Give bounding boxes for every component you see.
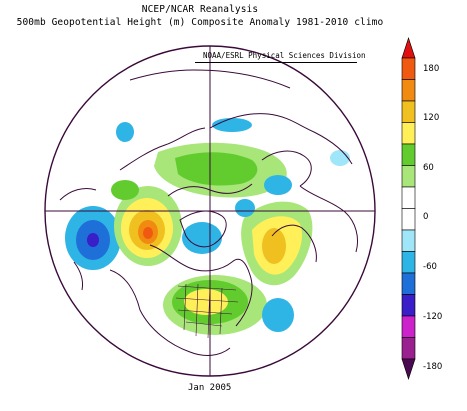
neg-anomaly-region <box>182 222 222 254</box>
pos-anomaly-region <box>111 180 139 200</box>
neg-anomaly-region <box>235 199 255 217</box>
colorbar-bin <box>401 208 416 231</box>
date-label: Jan 2005 <box>188 383 232 393</box>
title-line-2: 500mb Geopotential Height (m) Composite … <box>16 17 384 28</box>
neg-anomaly-region <box>212 118 252 132</box>
colorbar-bottom-cap <box>401 358 416 380</box>
colorbar-tick-label: -120 <box>423 312 443 322</box>
colorbar-bin <box>401 122 416 145</box>
credit-underline <box>195 62 357 63</box>
colorbar-bin <box>401 143 416 166</box>
map-boundary <box>44 45 376 377</box>
title-line-1: NCEP/NCAR Reanalysis <box>141 4 259 15</box>
colorbar-bin <box>401 251 416 274</box>
coastline <box>299 185 359 253</box>
colorbar-bin <box>401 272 416 295</box>
colorbar-bin <box>401 337 416 360</box>
coastline <box>261 150 312 187</box>
neg-anomaly-center <box>87 233 99 247</box>
coastline <box>209 113 353 165</box>
colorbar-bin <box>401 165 416 188</box>
colorbar-bin <box>401 229 416 252</box>
colorbar-bin <box>401 79 416 102</box>
coastlines <box>59 69 359 356</box>
pos-anomaly-band <box>175 152 258 186</box>
colorbar-tick-label: 120 <box>423 113 440 123</box>
coastline <box>59 187 97 201</box>
colorbar <box>401 37 416 380</box>
neg-anomaly-region <box>330 150 350 166</box>
credit-label: NOAA/ESRL Physical Sciences Division <box>203 51 366 60</box>
pos-anomaly-core <box>262 228 286 264</box>
colorbar-tick-label: -180 <box>423 362 443 372</box>
colorbar-bin <box>401 57 416 80</box>
colorbar-tick-label: 180 <box>423 64 440 74</box>
coastline <box>149 244 253 327</box>
coastline <box>119 127 206 171</box>
colorbar-bin <box>401 186 416 209</box>
colorbar-bin <box>401 315 416 338</box>
colorbar-tick-label: 60 <box>423 163 434 173</box>
coastline <box>73 261 83 291</box>
coastline <box>271 224 317 263</box>
neg-anomaly-region <box>262 298 294 332</box>
pos-anomaly-core <box>184 289 228 315</box>
anomaly-field <box>65 118 350 335</box>
coastline <box>109 269 231 356</box>
coastline <box>129 69 291 89</box>
polar-anomaly-map <box>44 45 376 377</box>
political-boundaries <box>175 283 239 339</box>
boundary-line <box>183 283 223 339</box>
neg-anomaly-region <box>264 175 292 195</box>
colorbar-tick-label: 0 <box>423 212 429 222</box>
neg-anomaly-region <box>116 122 134 142</box>
pos-anomaly-core <box>143 227 153 239</box>
colorbar-tick-label: -60 <box>423 262 437 272</box>
colorbar-bin <box>401 294 416 317</box>
colorbar-top-cap <box>401 37 416 59</box>
boundary-line <box>175 285 239 327</box>
colorbar-bin <box>401 100 416 123</box>
